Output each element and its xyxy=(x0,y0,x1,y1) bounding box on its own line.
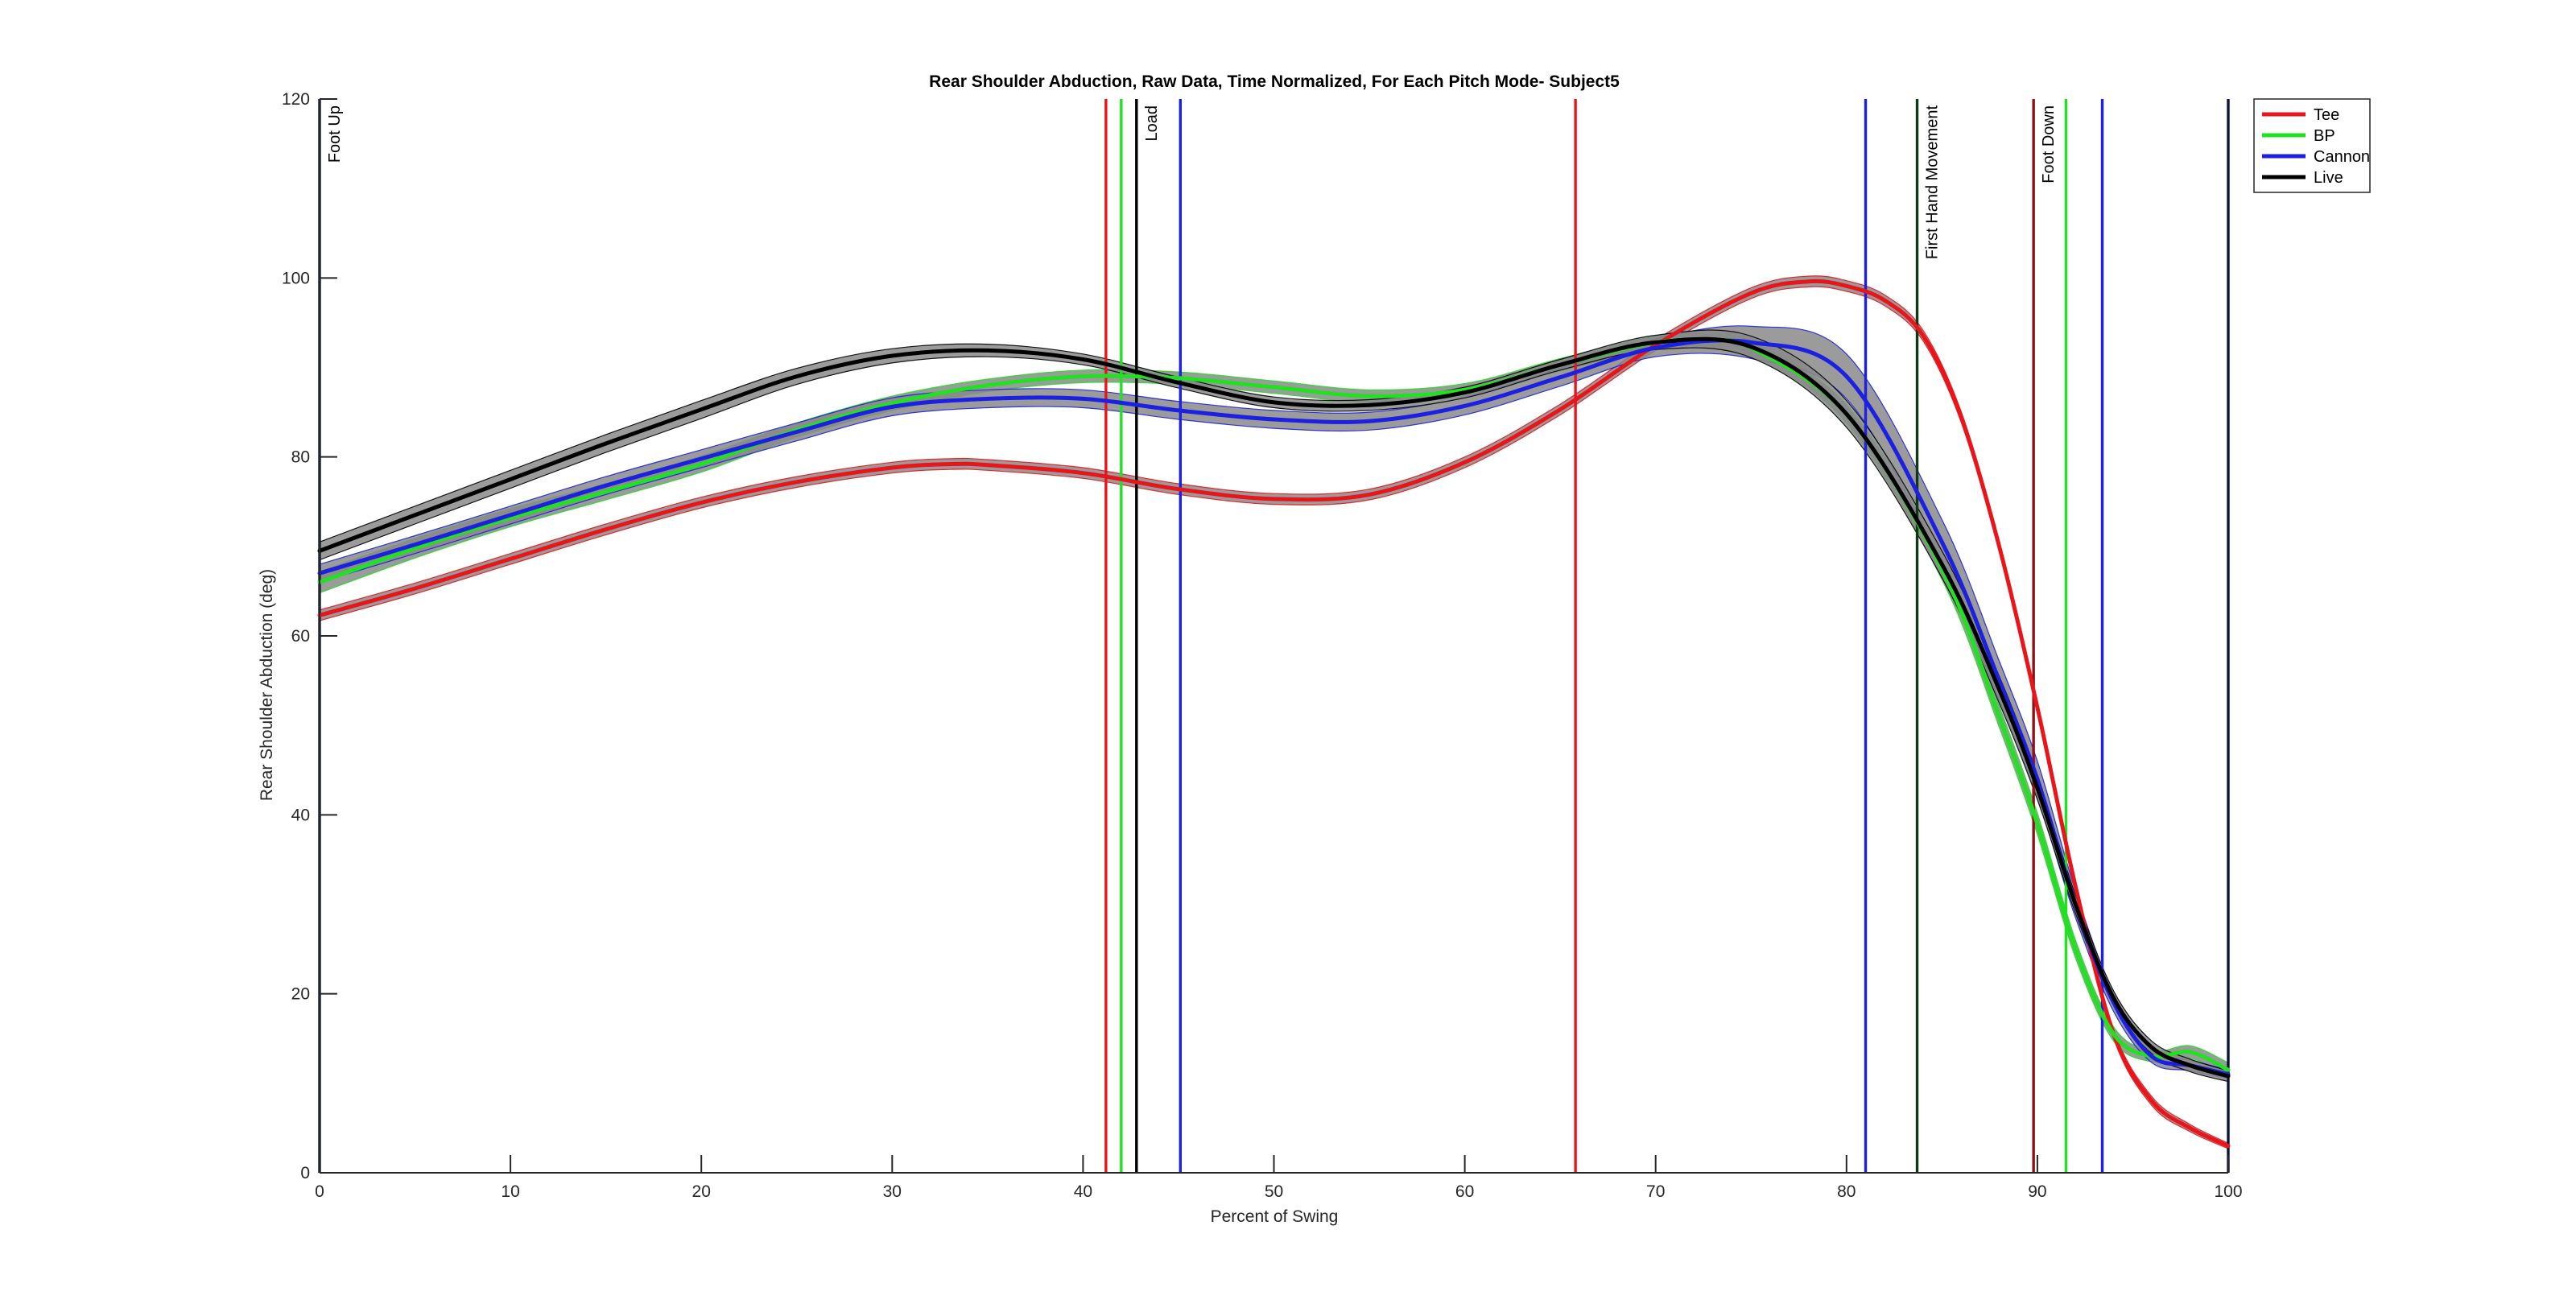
event-label: Foot Up xyxy=(326,105,344,163)
y-tick-label: 0 xyxy=(300,1164,310,1182)
y-tick-label: 120 xyxy=(282,90,310,109)
y-axis-label: Rear Shoulder Abduction (deg) xyxy=(258,569,276,801)
series-line-live xyxy=(317,336,2231,1079)
event-label: First Hand Movement xyxy=(1924,105,1942,260)
chart-title: Rear Shoulder Abduction, Raw Data, Time … xyxy=(929,72,1620,91)
x-tick-label: 20 xyxy=(692,1182,711,1201)
event-label: Foot Down xyxy=(2040,105,2058,184)
y-tick-label: 40 xyxy=(291,806,310,824)
legend-label-cannon: Cannon xyxy=(2314,148,2370,166)
x-tick-label: 0 xyxy=(315,1182,324,1201)
y-tick-label: 20 xyxy=(291,985,310,1004)
x-axis-label: Percent of Swing xyxy=(1211,1207,1339,1226)
x-tick-label: 50 xyxy=(1265,1182,1283,1201)
x-tick-label: 100 xyxy=(2214,1182,2242,1201)
x-tick-label: 10 xyxy=(501,1182,519,1201)
legend-label-live: Live xyxy=(2314,169,2343,187)
x-tick-label: 90 xyxy=(2028,1182,2046,1201)
x-tick-label: 60 xyxy=(1455,1182,1474,1201)
x-tick-label: 40 xyxy=(1074,1182,1092,1201)
y-tick-label: 60 xyxy=(291,627,310,646)
tick-labels: 0 10 20 30 40 50 60 70 80 90 100 0 20 40 60 80 100 120 xyxy=(282,90,2243,1201)
event-label: Load xyxy=(1143,105,1161,142)
y-tick-label: 100 xyxy=(282,269,310,287)
series-line-tee xyxy=(317,279,2231,1149)
x-tick-label: 80 xyxy=(1837,1182,1856,1201)
x-tick-label: 30 xyxy=(883,1182,902,1201)
x-tick-label: 70 xyxy=(1646,1182,1665,1201)
legend-label-tee: Tee xyxy=(2314,106,2339,124)
y-tick-label: 80 xyxy=(291,448,310,467)
series-lines xyxy=(317,279,2231,1149)
legend-label-bp: BP xyxy=(2314,127,2335,145)
axes xyxy=(319,98,2229,1174)
legend: Tee BP Cannon Live xyxy=(2253,98,2371,193)
